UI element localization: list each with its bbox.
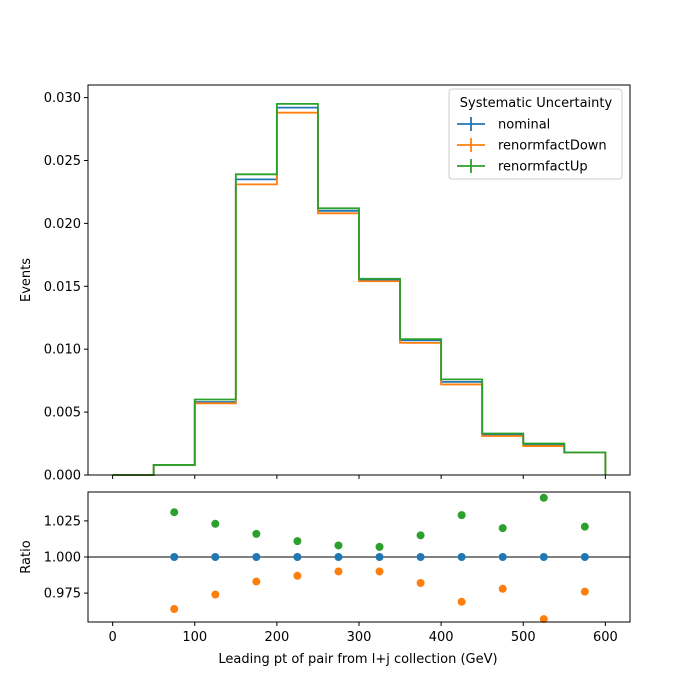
ratio-point-renormfactUp [457,511,466,520]
ratio-y-axis-label: Ratio [19,540,34,573]
ratio-point-nominal [252,553,261,561]
ratio-point-renormfactDown [580,587,589,596]
ratio-plot: 0.975 1.000 1.025 0 100 200 300 400 500 600 Rati… [19,491,631,667]
ratio-point-renormfactDown [252,577,261,586]
histogram-renormfactUp [112,102,607,476]
ratio-y-tick-label: 1.025 [44,514,81,529]
ratio-point-renormfactDown [293,571,302,580]
x-tick-label: 100 [182,630,207,645]
x-tick-label: 200 [264,630,289,645]
ratio-point-renormfactUp [293,537,302,546]
x-tick-label: 300 [347,630,372,645]
ratio-point-renormfactUp [539,493,548,502]
main-y-axis: 0.000 0.005 0.010 0.015 0.020 0.025 0.030 [44,91,88,484]
x-tick-label: 600 [593,630,618,645]
legend-label: renormfactUp [498,160,588,175]
main-y-tick-label: 0.030 [44,91,81,106]
main-y-tick-label: 0.025 [44,154,81,169]
ratio-point-nominal [170,553,179,561]
ratio-point-nominal [334,553,343,561]
ratio-y-tick-label: 1.000 [44,551,81,566]
ratio-x-axis: 0 100 200 300 400 500 600 [108,622,618,645]
ratio-point-renormfactDown [498,584,507,593]
legend-title: Systematic Uncertainty [460,96,613,111]
ratio-point-renormfactUp [211,519,220,528]
legend-label: nominal [498,118,550,133]
ratio-point-renormfactUp [498,524,507,533]
main-y-tick-label: 0.000 [44,469,81,484]
legend-item-renormfactUp: renormfactUp [457,159,588,175]
ratio-point-renormfactDown [170,605,179,613]
ratio-point-renormfactDown [457,597,466,606]
ratio-point-renormfactUp [334,541,343,550]
ratio-y-axis: 0.975 1.000 1.025 [44,514,88,602]
ratio-point-renormfactUp [252,529,261,538]
ratio-point-renormfactDown [375,567,384,576]
ratio-point-nominal [375,553,384,561]
main-histogram-series [112,102,607,476]
ratio-point-nominal [498,553,507,561]
main-x-axis-ticks [112,475,606,479]
legend: Systematic Uncertainty nominal renormfact… [448,88,623,180]
legend-item-renormfactDown: renormfactDown [457,138,607,154]
x-axis-label: Leading pt of pair from l+j collection (… [218,652,497,667]
ratio-point-renormfactDown [334,567,343,576]
x-tick-label: 0 [108,630,116,645]
main-y-tick-label: 0.010 [44,343,81,358]
legend-item-nominal: nominal [457,117,550,133]
ratio-point-nominal [293,553,302,561]
ratio-point-renormfactUp [580,522,589,531]
ratio-point-nominal [539,553,548,561]
ratio-point-renormfactDown [539,615,548,624]
legend-items: nominal renormfactDown renormfactUp [457,117,607,175]
legend-box [448,88,623,180]
ratio-y-tick-label: 0.975 [44,587,81,602]
x-tick-label: 500 [511,630,536,645]
main-plot: 0.000 0.005 0.010 0.015 0.020 0.025 0.030 Even… [19,84,631,484]
ratio-point-nominal [457,553,466,561]
ratio-point-nominal [416,553,425,561]
legend-label: renormfactDown [498,139,607,154]
main-y-tick-label: 0.015 [44,280,81,295]
main-y-tick-label: 0.020 [44,217,81,232]
ratio-point-renormfactUp [375,542,384,551]
ratio-points [170,493,589,624]
main-y-axis-label: Events [19,258,34,302]
x-tick-label: 400 [429,630,454,645]
ratio-point-renormfactUp [416,531,425,540]
ratio-point-nominal [211,553,220,561]
ratio-point-renormfactDown [211,590,220,599]
ratio-point-renormfactDown [416,579,425,587]
ratio-point-renormfactUp [170,508,179,517]
main-y-tick-label: 0.005 [44,406,81,421]
ratio-point-nominal [580,553,589,561]
